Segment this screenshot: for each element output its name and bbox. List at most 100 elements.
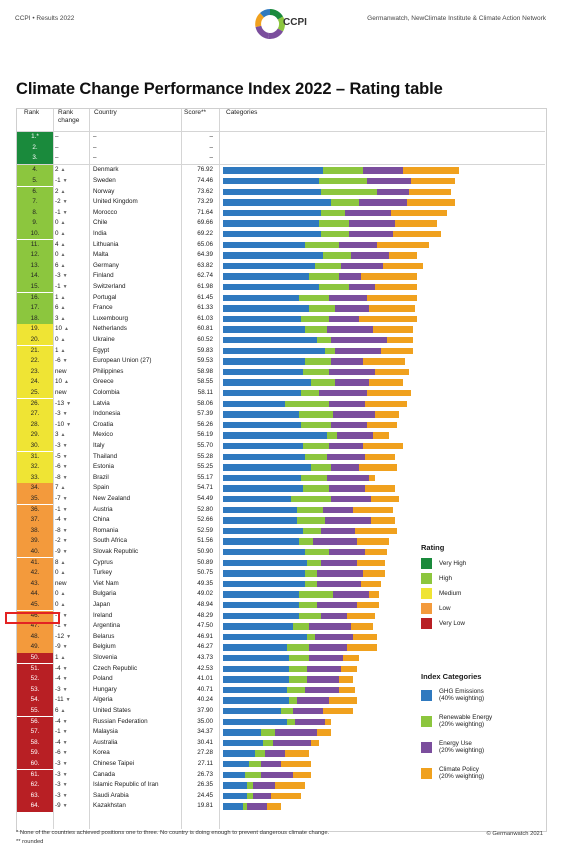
table-row: 31. -5 ▼ Thailand 55.28 xyxy=(17,451,545,462)
bar-segment-energy_use xyxy=(377,188,409,195)
rank-change-value: -9 xyxy=(55,802,61,810)
rank-change-value: 0 xyxy=(55,219,59,227)
legend-label: GHG Emissions (40% weighting) xyxy=(439,688,484,702)
rating-legend-item: High xyxy=(421,573,521,588)
rank-change-cell: – xyxy=(55,132,89,143)
rank-cell: 12. xyxy=(17,250,53,261)
bar-segment-ghg xyxy=(223,400,285,407)
country-cell: Canada xyxy=(93,770,116,778)
bar-segment-policy xyxy=(367,294,417,301)
rank-change-value: -3 xyxy=(55,759,61,767)
bar-segment-policy xyxy=(271,792,301,800)
rank-cell: 47. xyxy=(17,621,53,632)
bar-segment-energy_use xyxy=(329,548,365,556)
legend-label-line1: Renewable Energy xyxy=(439,714,493,721)
bar-segment-energy_use xyxy=(321,612,347,619)
bar-segment-energy_use xyxy=(349,283,375,291)
rank-cell: 58. xyxy=(17,737,53,749)
legend-swatch xyxy=(421,742,432,753)
bar-segment-ghg xyxy=(223,771,245,778)
bar-segment-energy_use xyxy=(309,654,343,662)
country-cell: Greece xyxy=(93,378,114,386)
rank-cell: 64. xyxy=(17,801,53,812)
arrow-down-icon: ▼ xyxy=(62,177,68,184)
rank-change-value: -8 xyxy=(55,473,61,481)
legend-label-line2: (20% weighting) xyxy=(439,721,485,728)
country-cell: China xyxy=(93,516,110,524)
rank-change-value: 2 xyxy=(55,187,59,195)
rank-change-value: -3 xyxy=(55,272,61,280)
bar-segment-energy_use xyxy=(327,474,369,482)
rank-cell: 29. xyxy=(17,430,53,441)
bar-segment-renewable xyxy=(247,792,253,800)
bar-segment-energy_use xyxy=(327,453,365,460)
score-cell: – xyxy=(209,133,213,140)
country-cell: – xyxy=(93,133,97,140)
arrow-down-icon: ▼ xyxy=(62,739,68,746)
arrow-up-icon: ▲ xyxy=(60,262,66,269)
rank-change-cell: 7 ▲ xyxy=(55,483,89,494)
country-cell: Belgium xyxy=(93,643,116,651)
table-row: 8. -1 ▼ Morocco 71.64 xyxy=(17,207,545,219)
country-cell: Bulgaria xyxy=(93,590,117,598)
rank-change-cell: -3 ▼ xyxy=(55,791,89,802)
rank-change-value: 0 xyxy=(55,251,59,259)
arrow-down-icon: ▼ xyxy=(62,464,68,471)
bar-segment-energy_use xyxy=(349,220,395,227)
table-row: 20. 0 ▲ Ukraine 60.52 xyxy=(17,334,545,346)
bar-segment-energy_use xyxy=(331,495,371,503)
bar-segment-renewable xyxy=(305,570,317,577)
bar-segment-ghg xyxy=(223,421,301,429)
rank-cell: 4. xyxy=(17,165,53,176)
rank-cell: 31. xyxy=(17,451,53,462)
score-cell: 24.45 xyxy=(197,791,213,799)
rank-cell: 11. xyxy=(17,239,53,250)
bar-segment-policy xyxy=(369,591,379,598)
rank-change-cell: 6 ▲ xyxy=(55,706,89,717)
country-cell: Romania xyxy=(93,526,119,534)
rank-change-cell: -3 ▼ xyxy=(55,271,89,282)
bar-segment-policy xyxy=(359,464,397,471)
score-cell: 50.90 xyxy=(197,547,213,555)
table-row: 35. -7 ▼ New Zealand 54.49 xyxy=(17,493,545,505)
score-cell: 61.03 xyxy=(197,314,213,322)
rank-cell: 24. xyxy=(17,377,53,388)
rank-cell: 17. xyxy=(17,303,53,314)
table-row: 33. -8 ▼ Brazil 55.17 xyxy=(17,472,545,484)
table-row: 48. -12 ▼ Belarus 46.91 xyxy=(17,631,545,643)
col-rank-change-line1: Rank xyxy=(58,109,74,116)
rank-change-value: 3 xyxy=(55,431,59,439)
rank-change-cell: -9 ▼ xyxy=(55,801,89,812)
rank-cell: 63. xyxy=(17,790,53,802)
bar-segment-energy_use xyxy=(331,336,387,344)
bar-segment-ghg xyxy=(223,347,325,354)
bar-segment-policy xyxy=(373,326,413,333)
table-row: 26. -13 ▼ Latvia 58.06 xyxy=(17,398,545,409)
legend-label-line2: (40% weighting) xyxy=(439,695,485,702)
rank-cell: 46. xyxy=(17,610,53,621)
bar-segment-renewable xyxy=(287,718,295,725)
country-cell: Denmark xyxy=(93,166,119,174)
bar-segment-policy xyxy=(375,368,409,376)
bar-segment-policy xyxy=(403,167,459,174)
rank-change-value: -13 xyxy=(55,399,65,407)
bar-segment-ghg xyxy=(223,177,319,185)
bar-segment-policy xyxy=(285,750,309,757)
top3-divider xyxy=(17,164,545,165)
bar-segment-policy xyxy=(353,506,393,513)
rank-change-cell: -6 ▼ xyxy=(55,748,89,759)
bar-segment-ghg xyxy=(223,506,297,513)
table-row: 14. -3 ▼ Finland 62.74 xyxy=(17,271,545,282)
country-cell: Cyprus xyxy=(93,558,113,566)
bar-segment-renewable xyxy=(309,305,335,312)
rank-change-cell: -3 ▼ xyxy=(55,409,89,420)
col-country-header: Country xyxy=(94,109,117,116)
bar-segment-policy xyxy=(339,676,353,683)
score-cell: 26.35 xyxy=(197,781,213,789)
legend-swatch xyxy=(421,716,432,727)
bar-segment-renewable xyxy=(309,273,339,280)
table-row: 29. 3 ▲ Mexico 56.19 xyxy=(17,430,545,441)
rank-change-cell: 0 ▲ xyxy=(55,589,89,600)
score-cell: 63.82 xyxy=(197,261,213,269)
country-cell: Thailand xyxy=(93,452,118,460)
